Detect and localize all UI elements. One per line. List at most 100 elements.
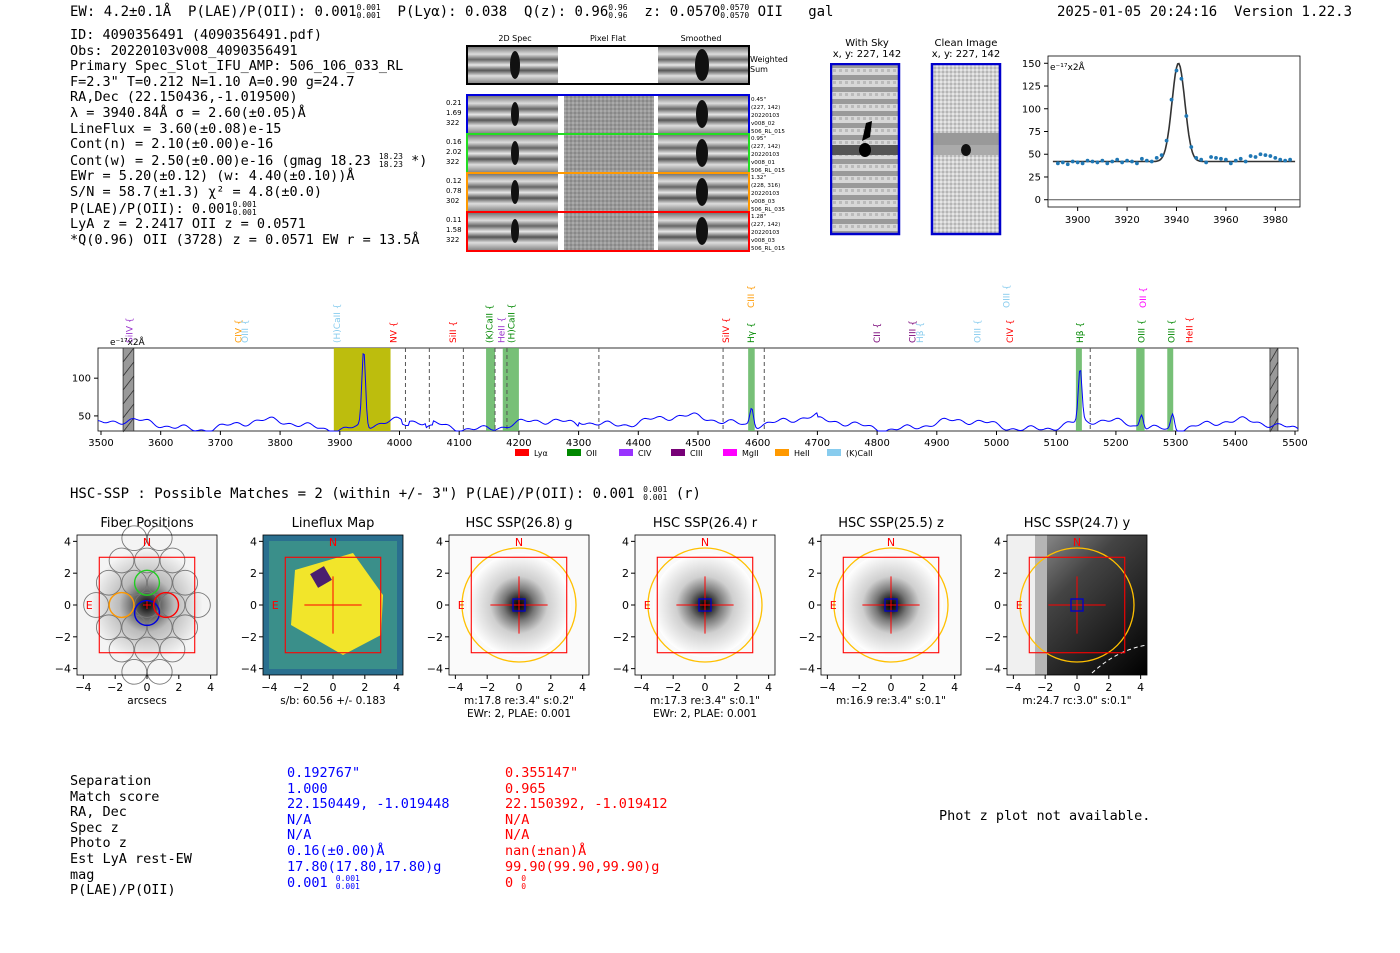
cutout-right-4: v008_02 — [751, 121, 775, 127]
cutout-row: 0.11 1.58 322 1.28" (227, 142) 20220103 v008_0… — [446, 211, 785, 252]
zoom-data-point — [1223, 157, 1228, 162]
cutout-left-2: 1.69 — [446, 109, 462, 117]
header-meta: 2025-01-05 20:24:16 Version 1.22.3 — [1057, 4, 1352, 21]
east-label: E — [1016, 599, 1023, 612]
hsc-y-tick-label: 4 — [64, 535, 71, 548]
cutout-left-1: 0.11 — [446, 216, 462, 224]
hsc-x-tick-label: 2 — [175, 681, 182, 694]
match-value: 0.192767" — [287, 765, 361, 781]
zoom-data-point — [1194, 155, 1199, 160]
match-row-label: Spec z — [70, 819, 119, 836]
col-2d-spec: 2D Spec — [498, 34, 531, 43]
zoom-y-tick-label: 125 — [1022, 82, 1041, 93]
hsc-header-sub: 0.001 — [643, 493, 668, 502]
spectrum-x-tick-label: 3800 — [267, 438, 292, 449]
spectrum-x-tick-label: 5200 — [1103, 438, 1128, 449]
cutout-left-2: 1.58 — [446, 226, 462, 234]
line-id-label: SiII { — [449, 321, 459, 343]
spectrum-y-tick-label: 100 — [72, 374, 91, 385]
line-zoom-plot: e⁻¹⁷x2Å 0 25 50 75 100 125 150 3900 3920 3940 396… — [1022, 55, 1301, 226]
cutout-smooth-source — [696, 100, 708, 128]
hsc-y-tick-label: 2 — [994, 567, 1001, 580]
hsc-header-sup: 0.001 — [643, 485, 668, 494]
zoom-data-point — [1288, 157, 1293, 162]
cutout-2d-source — [511, 141, 519, 165]
masked-hatch — [1269, 375, 1279, 391]
match-value-sup: 0 — [521, 874, 527, 884]
cutout-right-5: 506_RL_015 — [751, 129, 785, 135]
zoom-data-points — [1055, 68, 1293, 167]
hsc-y-tick-label: −2 — [241, 631, 257, 644]
cutout-flat-image — [564, 174, 654, 211]
match-value-sup: 0.001 — [335, 874, 360, 884]
cutout-left-3: 322 — [446, 158, 459, 166]
north-label: N — [1073, 536, 1081, 549]
header-qz-sub: 0.96 — [608, 11, 628, 20]
hsc-x-tick-label: 4 — [1137, 681, 1144, 694]
hsc-panel: HSC SSP(26.8) g N E 4 2 0 −2 −4 −4 −2 0 2 4 m:17.8 re… — [427, 516, 590, 720]
zoom-data-point — [1100, 158, 1105, 163]
hsc-header: HSC-SSP : Possible Matches = 2 (within +… — [70, 486, 701, 503]
hsc-caption: s/b: 60.56 +/- 0.183 — [280, 695, 385, 707]
search-box — [284, 556, 382, 654]
zoom-data-point — [1065, 162, 1070, 167]
east-label: E — [458, 599, 465, 612]
fiber-circle — [121, 525, 148, 552]
highlight-fiber — [133, 599, 161, 627]
masked-hatch — [122, 375, 135, 391]
line-highlight-band — [1167, 348, 1174, 431]
zoom-data-point — [1075, 160, 1080, 165]
cutout-left-3: 322 — [446, 119, 459, 127]
spectrum-x-tick-label: 4200 — [506, 438, 531, 449]
cutout-right-2: (227, 142) — [751, 222, 780, 228]
zoom-y-tick-label: 50 — [1028, 150, 1041, 161]
spectrum-y-tick-label: 50 — [78, 411, 91, 422]
zoom-data-point — [1159, 153, 1164, 158]
header-z-sub: 0.0570 — [720, 11, 750, 20]
info-plae-text: P(LAE)/P(OII): 0.001 — [70, 200, 233, 217]
match-row-label: P(LAE)/P(OII) — [70, 882, 176, 899]
info-plae-sub: 0.001 — [232, 207, 257, 217]
hsc-x-tick-label: −2 — [107, 681, 123, 694]
hsc-x-tick-label: 0 — [888, 681, 895, 694]
spectrum-x-tick-label: 4600 — [745, 438, 770, 449]
match-value: 17.80(17.80,17.80)g — [287, 858, 442, 875]
cutout-right-1: 0.95" — [751, 136, 766, 142]
spectrum-x-tick-label: 5000 — [984, 438, 1009, 449]
cutout-right-3: 20220103 — [751, 230, 780, 236]
east-label: E — [830, 599, 837, 612]
cutout-right-1: 1.32" — [751, 175, 766, 181]
fiber-circle — [134, 636, 160, 663]
zoom-data-point — [1139, 156, 1144, 161]
spectrum-x-tick-label: 5400 — [1223, 438, 1248, 449]
fiber-circle — [172, 569, 199, 596]
hsc-x-tick-label: 0 — [702, 681, 709, 694]
header-qz-sup: 0.96 — [608, 3, 628, 12]
masked-hatch — [122, 403, 135, 419]
hsc-y-tick-label: 2 — [436, 567, 443, 580]
timestamp: 2025-01-05 20:24:16 — [1057, 4, 1218, 20]
info-lambda: λ = 3940.84Å σ = 2.60(±0.05)Å — [70, 104, 306, 121]
hsc-panel: HSC SSP(26.4) r N E 4 2 0 −2 −4 −4 −2 0 2 4 m:17.3 re… — [613, 516, 776, 720]
cutout-right-2: (228, 316) — [751, 183, 780, 189]
spectrum-x-tick-label: 3600 — [148, 438, 173, 449]
north-label: N — [329, 536, 337, 549]
hsc-x-tick-label: 4 — [207, 681, 214, 694]
hsc-x-tick-label: 0 — [1074, 681, 1081, 694]
search-box — [98, 556, 196, 654]
hsc-panel-title: HSC SSP(26.8) g — [465, 516, 572, 531]
line-id-label: OIII { — [1167, 319, 1177, 343]
hsc-y-tick-label: 0 — [808, 599, 815, 612]
line-id-label: OIII { — [1138, 319, 1148, 343]
zoom-y-tick-label: 100 — [1022, 104, 1041, 115]
spectrum-x-tick-label: 5300 — [1163, 438, 1188, 449]
cutout-right-4: v008_03 — [751, 199, 775, 205]
line-id-label: CIV { — [234, 319, 244, 343]
header-plae-sub: 0.001 — [356, 11, 381, 20]
hsc-panel-group: Fiber Positions N E 4 2 0 −2 −4 −4 −2 0 2 4 arcsecs Li… — [55, 516, 1148, 720]
header-plae-sup: 0.001 — [356, 3, 381, 12]
match-row-label: Est LyA rest-EW — [70, 850, 192, 867]
legend-label: CIV — [638, 449, 652, 458]
